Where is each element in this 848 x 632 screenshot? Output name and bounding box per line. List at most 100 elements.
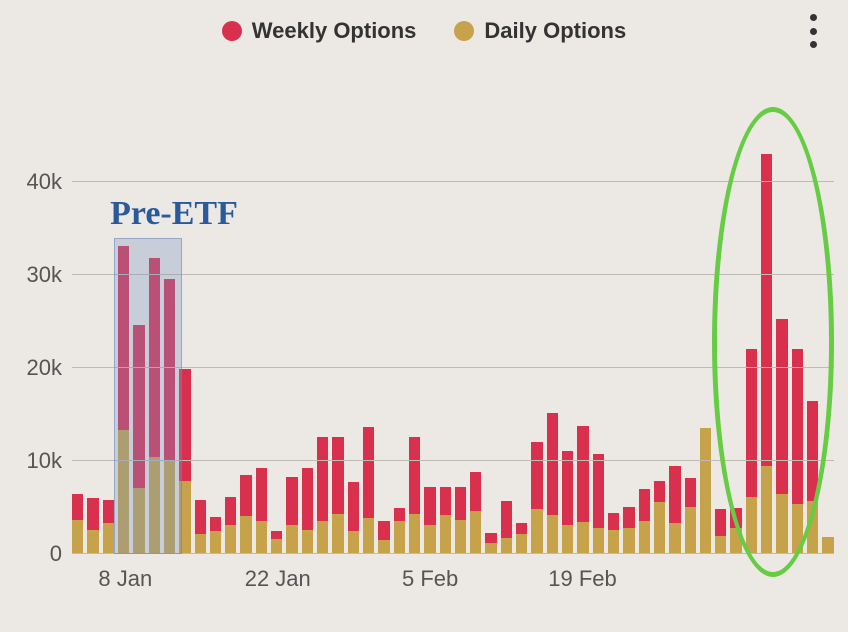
bar-segment-daily	[286, 525, 297, 554]
bar-segment-weekly	[271, 531, 282, 539]
bar-segment-daily	[87, 530, 98, 554]
bar	[409, 126, 420, 554]
bar	[394, 126, 405, 554]
bar	[485, 126, 496, 554]
bar-segment-weekly	[623, 507, 634, 527]
bar	[286, 126, 297, 554]
bar-segment-daily	[394, 521, 405, 554]
bar	[317, 126, 328, 554]
bar	[271, 126, 282, 554]
bar	[424, 126, 435, 554]
bar-segment-weekly	[577, 426, 588, 523]
bar-segment-daily	[623, 528, 634, 554]
legend-label-weekly: Weekly Options	[252, 18, 417, 44]
bar-segment-weekly	[455, 487, 466, 520]
bar-segment-daily	[455, 520, 466, 554]
bar	[72, 126, 83, 554]
bar-segment-weekly	[516, 523, 527, 533]
bar	[440, 126, 451, 554]
bar-segment-daily	[440, 515, 451, 554]
bar-segment-daily	[639, 521, 650, 554]
bar-segment-weekly	[195, 500, 206, 533]
bar-segment-weekly	[87, 498, 98, 530]
bar-segment-daily	[577, 522, 588, 554]
bar-segment-weekly	[715, 509, 726, 536]
x-axis-label: 19 Feb	[548, 554, 617, 592]
bar	[210, 126, 221, 554]
legend-item-weekly: Weekly Options	[222, 18, 417, 44]
bar-segment-weekly	[317, 437, 328, 521]
bar-segment-weekly	[409, 437, 420, 514]
bar-segment-daily	[348, 531, 359, 554]
bar	[547, 126, 558, 554]
bar-segment-weekly	[240, 475, 251, 516]
bar-segment-weekly	[685, 478, 696, 507]
legend-label-daily: Daily Options	[484, 18, 626, 44]
y-axis-label: 20k	[27, 355, 72, 381]
bar-segment-daily	[547, 515, 558, 554]
bar	[639, 126, 650, 554]
bar-segment-daily	[103, 523, 114, 554]
bar-segment-daily	[317, 521, 328, 554]
gridline	[72, 181, 834, 182]
bar	[332, 126, 343, 554]
bar-segment-daily	[685, 507, 696, 554]
bar-segment-daily	[700, 428, 711, 554]
legend-swatch-weekly	[222, 21, 242, 41]
bar	[256, 126, 267, 554]
bar-segment-daily	[608, 530, 619, 554]
y-axis-label: 10k	[27, 448, 72, 474]
bar-segment-daily	[562, 525, 573, 554]
bar-segment-daily	[195, 534, 206, 554]
bar-segment-weekly	[225, 497, 236, 525]
bar-segment-weekly	[332, 437, 343, 514]
bar-segment-weekly	[485, 533, 496, 543]
bar-segment-weekly	[593, 454, 604, 528]
bar-segment-weekly	[302, 468, 313, 529]
bar-segment-weekly	[286, 477, 297, 525]
bar-segment-weekly	[378, 521, 389, 540]
bar-segment-weekly	[654, 481, 665, 502]
bar	[348, 126, 359, 554]
legend-item-daily: Daily Options	[454, 18, 626, 44]
bar-segment-daily	[225, 525, 236, 554]
bar-segment-daily	[409, 514, 420, 554]
bar-segment-weekly	[669, 466, 680, 524]
bar-segment-weekly	[394, 508, 405, 521]
bar	[195, 126, 206, 554]
bar	[685, 126, 696, 554]
bar	[378, 126, 389, 554]
bar	[593, 126, 604, 554]
bar-segment-weekly	[348, 482, 359, 530]
x-axis-label: 5 Feb	[402, 554, 458, 592]
bar-segment-weekly	[103, 500, 114, 523]
bar-segment-daily	[501, 538, 512, 554]
bar	[87, 126, 98, 554]
highlight-ellipse	[712, 107, 834, 577]
bar-segment-daily	[332, 514, 343, 554]
bar	[470, 126, 481, 554]
y-axis-label: 30k	[27, 262, 72, 288]
bar-segment-weekly	[562, 451, 573, 525]
bar-segment-daily	[72, 520, 83, 554]
bar-segment-weekly	[470, 472, 481, 511]
bar-segment-daily	[531, 509, 542, 554]
bar-segment-daily	[363, 518, 374, 554]
plot-area: 010k20k30k40k8 Jan22 Jan5 Feb19 FebPre-E…	[72, 126, 834, 554]
bar-segment-weekly	[531, 442, 542, 509]
bar-segment-weekly	[210, 517, 221, 531]
bar-segment-daily	[271, 539, 282, 554]
kebab-menu-icon[interactable]	[802, 14, 824, 48]
bar-segment-weekly	[363, 427, 374, 518]
pre-etf-label: Pre-ETF	[110, 195, 238, 233]
bar	[531, 126, 542, 554]
bar-segment-weekly	[501, 501, 512, 538]
bar	[240, 126, 251, 554]
bar	[225, 126, 236, 554]
bar-segment-daily	[669, 523, 680, 554]
bar-segment-weekly	[256, 468, 267, 520]
bar-segment-daily	[424, 525, 435, 554]
bar	[577, 126, 588, 554]
legend-swatch-daily	[454, 21, 474, 41]
bar-segment-daily	[822, 537, 833, 554]
